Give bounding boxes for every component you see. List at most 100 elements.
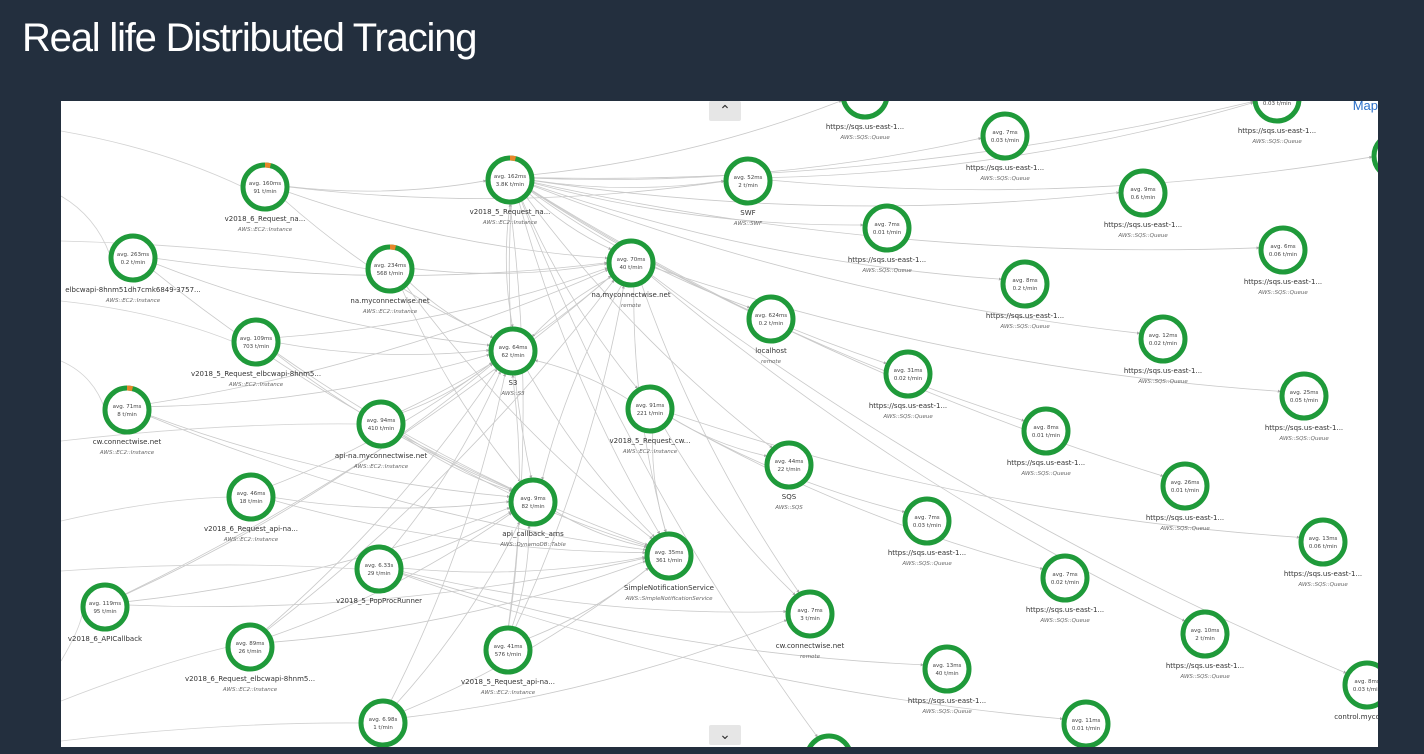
service-node[interactable]: avg. 46ms 18 t/min v2018_6_Request_api-na.… <box>204 472 298 543</box>
service-node[interactable]: avg. 7ms 0.01 t/min https://sqs.us-east-1.… <box>848 203 926 274</box>
node-type: AWS::SQS::Queue <box>1159 526 1210 532</box>
service-node[interactable] <box>807 733 851 747</box>
node-rate: 0.05 t/min <box>1290 398 1319 404</box>
service-node[interactable]: avg. 25ms 0.05 t/min https://sqs.us-east-1… <box>1265 371 1343 442</box>
node-health-ring <box>902 496 952 546</box>
service-node[interactable]: avg. 26ms 0.01 t/min https://sqs.us-east-1… <box>1146 461 1224 532</box>
service-node[interactable]: avg. 7ms 0.03 t/min https://sqs.us-east-1.… <box>966 111 1044 182</box>
edge-n6-q9 <box>652 266 1281 393</box>
map-link[interactable]: Map <box>1352 101 1378 113</box>
service-map-graph[interactable]: avg. 160ms 91 t/min v2018_6_Request_na... A… <box>61 101 1378 747</box>
node-rate: 0.03 t/min <box>1263 101 1292 107</box>
service-node[interactable]: avg. 7ms 3 t/min cw.connectwise.net remote <box>776 589 845 660</box>
edge-n18-n17 <box>126 557 646 607</box>
service-node[interactable]: https://sqs.us-east-1...AWS::SQS::Queue <box>826 101 904 141</box>
node-rate: 18 t/min <box>239 499 263 505</box>
service-node[interactable]: avg. 10ms 2 t/min https://sqs.us-east-1...… <box>1166 609 1244 680</box>
service-node[interactable]: avg. 109ms 703 t/min v2018_5_Request_elbcw… <box>191 317 321 388</box>
edge-n18-n15 <box>126 507 511 603</box>
node-type: AWS::SQS::Queue <box>901 561 952 567</box>
node-health-ring <box>644 531 694 581</box>
node-type: AWS::SQS::Queue <box>1251 139 1302 145</box>
edge-n16-n17 <box>400 555 646 573</box>
service-node[interactable]: avg. 41ms 576 t/min v2018_5_Request_api-na… <box>461 625 555 696</box>
node-type: AWS::SQS::Queue <box>861 268 912 274</box>
service-node[interactable]: avg. 35ms 361 t/min SimpleNotificationServ… <box>624 531 714 602</box>
service-map-panel[interactable]: avg. 160ms 91 t/min v2018_6_Request_na... A… <box>61 101 1378 747</box>
node-name: cw.connectwise.net <box>93 438 162 446</box>
service-node[interactable]: avg. 234ms 568 t/min na.myconnectwise.net A… <box>350 244 430 315</box>
scroll-down-button[interactable]: ⌄ <box>709 725 741 745</box>
service-node[interactable]: avg. 13ms 40 t/min https://sqs.us-east-1..… <box>908 644 986 715</box>
service-node[interactable] <box>1371 134 1378 178</box>
node-rate: 361 t/min <box>656 558 683 564</box>
service-node[interactable]: avg. 8ms 0.01 t/min https://sqs.us-east-1.… <box>1007 406 1085 477</box>
node-health-ring <box>80 582 130 632</box>
service-node[interactable]: avg. 9ms 0.6 t/min https://sqs.us-east-1..… <box>1104 168 1182 239</box>
node-health-ring <box>862 203 912 253</box>
node-health-ring <box>508 477 558 527</box>
node-avg-latency: avg. 35ms <box>655 550 684 556</box>
node-fault-arc <box>509 155 517 162</box>
service-node[interactable]: avg. 31ms 0.02 t/min https://sqs.us-east-1… <box>869 349 947 420</box>
service-node[interactable]: avg. 263ms 0.2 t/min elbcwapi-8hnm51dh7cmk… <box>65 233 201 304</box>
service-node[interactable]: avg. 6.33s 29 t/min v2018_5_PopProcRunner <box>336 544 422 605</box>
service-node[interactable]: avg. 11ms 0.01 t/min <box>1061 699 1111 747</box>
service-node[interactable]: avg. 89ms 26 t/min v2018_6_Request_elbcwap… <box>185 622 315 693</box>
edge-n11-n15 <box>400 433 513 492</box>
service-node[interactable]: avg. 70ms 40 t/min na.myconnectwise.net rem… <box>591 238 671 309</box>
service-node[interactable]: 0.03 t/minhttps://sqs.us-east-1...AWS::S… <box>1238 101 1316 145</box>
node-rate: 0.03 t/min <box>1353 687 1378 693</box>
node-avg-latency: avg. 89ms <box>236 641 265 647</box>
scroll-up-button[interactable]: ⌃ <box>709 101 741 121</box>
service-node[interactable]: avg. 8ms 0.2 t/min https://sqs.us-east-1..… <box>986 259 1064 330</box>
service-node[interactable]: avg. 162ms 3.8K t/min v2018_5_Request_na..… <box>470 155 551 226</box>
node-rate: 3.8K t/min <box>496 182 525 188</box>
node-rate: 8 t/min <box>117 412 137 418</box>
service-node[interactable]: avg. 7ms 0.02 t/min https://sqs.us-east-1.… <box>1026 553 1104 624</box>
node-avg-latency: avg. 13ms <box>1309 536 1338 542</box>
node-rate: 0.06 t/min <box>1269 252 1298 258</box>
edge-n2-q3 <box>531 180 1120 207</box>
service-node[interactable]: avg. 8ms 0.03 t/min control.myconne... <box>1334 660 1378 721</box>
node-health-ring <box>1160 461 1210 511</box>
node-health-ring <box>1040 553 1090 603</box>
node-health-ring <box>108 233 158 283</box>
edge-n4-n9 <box>154 262 491 347</box>
service-node[interactable]: avg. 94ms 410 t/min api-na.myconnectwise.n… <box>335 399 428 470</box>
node-rate: 0.2 t/min <box>121 260 146 266</box>
edge-n1-n6 <box>286 191 609 260</box>
service-node[interactable]: avg. 12ms 0.02 t/min https://sqs.us-east-1… <box>1124 314 1202 385</box>
node-health-ring <box>1000 259 1050 309</box>
node-rate: 0.03 t/min <box>913 523 942 529</box>
edge-n3-q20 <box>769 155 1373 191</box>
service-node[interactable]: avg. 13ms 0.06 t/min https://sqs.us-east-1… <box>1284 517 1362 588</box>
node-health-ring <box>1180 609 1230 659</box>
node-avg-latency: avg. 263ms <box>117 252 149 258</box>
service-node[interactable]: avg. 7ms 0.03 t/min https://sqs.us-east-1.… <box>888 496 966 567</box>
node-rate: 29 t/min <box>367 571 391 577</box>
edge-n18-n9 <box>123 363 494 596</box>
node-avg-latency: avg. 7ms <box>914 515 939 521</box>
service-node[interactable]: avg. 6ms 0.06 t/min https://sqs.us-east-1.… <box>1244 225 1322 296</box>
node-rate: 1 t/min <box>373 725 393 731</box>
service-node[interactable]: avg. 119ms 95 t/min v2018_6_APICallback <box>68 582 143 643</box>
node-type: AWS::SQS::Queue <box>1039 618 1090 624</box>
node-avg-latency: avg. 119ms <box>89 601 121 607</box>
service-node[interactable]: avg. 91ms 221 t/min v2018_5_Request_cw... A… <box>610 384 691 455</box>
node-rate: 3 t/min <box>800 616 820 622</box>
edge-n6-n21 <box>640 282 800 594</box>
edge-n20-n2 <box>507 203 524 629</box>
service-node[interactable]: avg. 624ms 0.2 t/min localhost remote <box>746 294 796 365</box>
node-health-ring <box>807 733 851 747</box>
node-fault-arc <box>389 244 397 251</box>
node-avg-latency: avg. 109ms <box>240 336 272 342</box>
service-node[interactable]: avg. 160ms 91 t/min v2018_6_Request_na... A… <box>225 162 306 233</box>
edge-n2-q0 <box>531 101 843 176</box>
service-node[interactable]: avg. 6.98s 1 t/min <box>358 698 408 747</box>
